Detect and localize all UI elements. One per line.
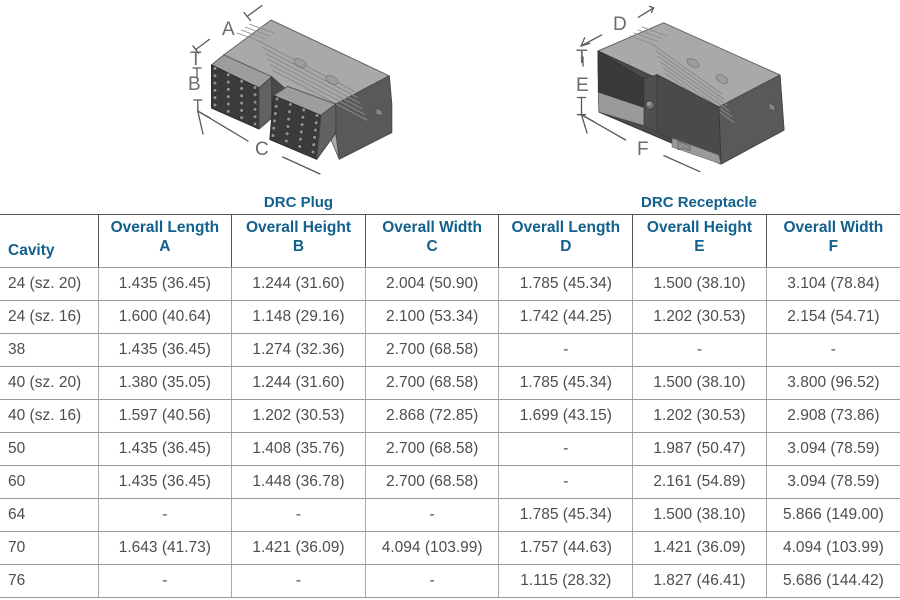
svg-text:T: T bbox=[190, 49, 202, 70]
svg-text:B: B bbox=[188, 74, 201, 95]
svg-text:A: A bbox=[222, 19, 235, 40]
svg-text:T: T bbox=[576, 47, 588, 68]
svg-text:D: D bbox=[613, 14, 627, 35]
svg-text:E: E bbox=[576, 75, 589, 96]
svg-text:F: F bbox=[637, 139, 649, 160]
svg-text:C: C bbox=[255, 139, 269, 160]
